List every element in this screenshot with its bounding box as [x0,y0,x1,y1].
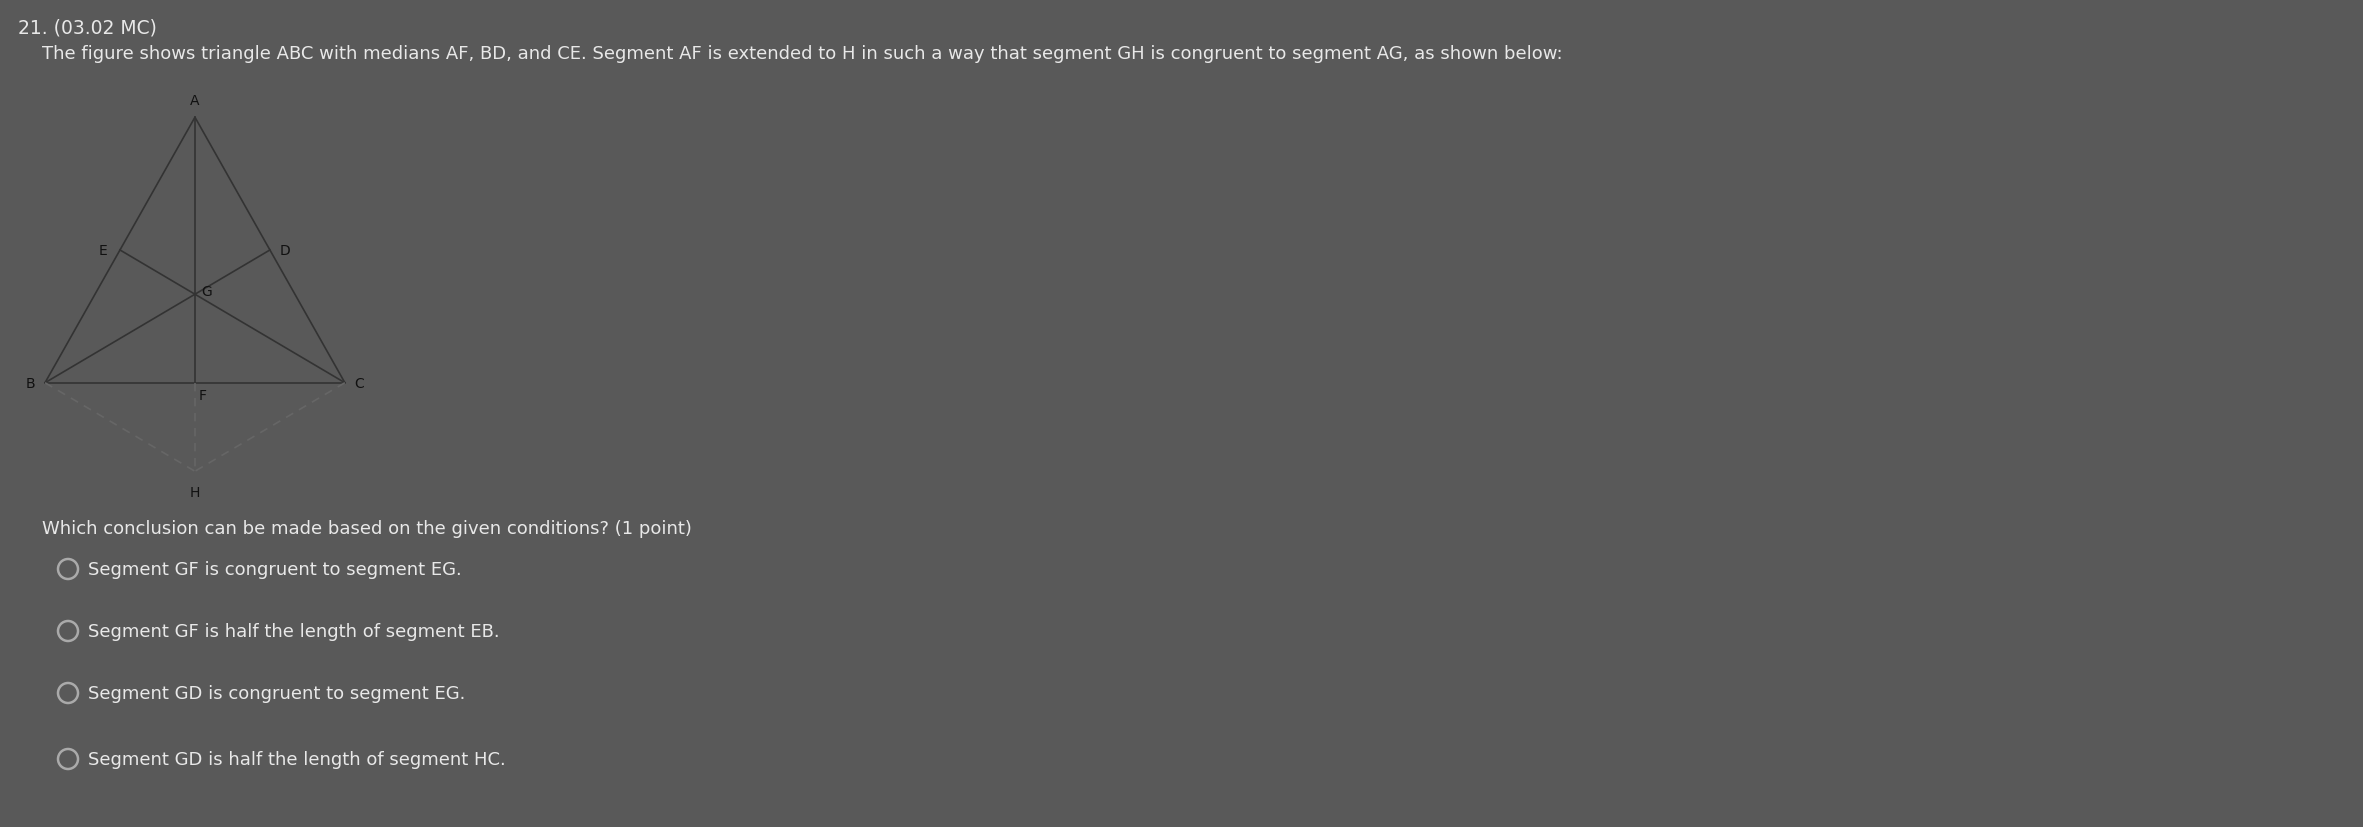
Text: Segment GD is congruent to segment EG.: Segment GD is congruent to segment EG. [87,684,466,702]
Text: D: D [279,244,291,258]
Text: B: B [26,376,35,390]
Text: G: G [201,284,213,299]
Text: Segment GF is congruent to segment EG.: Segment GF is congruent to segment EG. [87,561,461,578]
Text: A: A [189,93,201,108]
Text: Segment GF is half the length of segment EB.: Segment GF is half the length of segment… [87,622,499,640]
Text: Which conclusion can be made based on the given conditions? (1 point): Which conclusion can be made based on th… [43,519,692,538]
Text: F: F [198,389,206,403]
Text: E: E [99,244,106,258]
Text: 21. (03.02 MC): 21. (03.02 MC) [19,18,156,37]
Text: H: H [189,485,201,500]
Text: Segment GD is half the length of segment HC.: Segment GD is half the length of segment… [87,750,506,768]
Text: C: C [354,376,364,390]
Text: The figure shows triangle ABC with medians AF, BD, and CE. Segment AF is extende: The figure shows triangle ABC with media… [43,45,1562,63]
